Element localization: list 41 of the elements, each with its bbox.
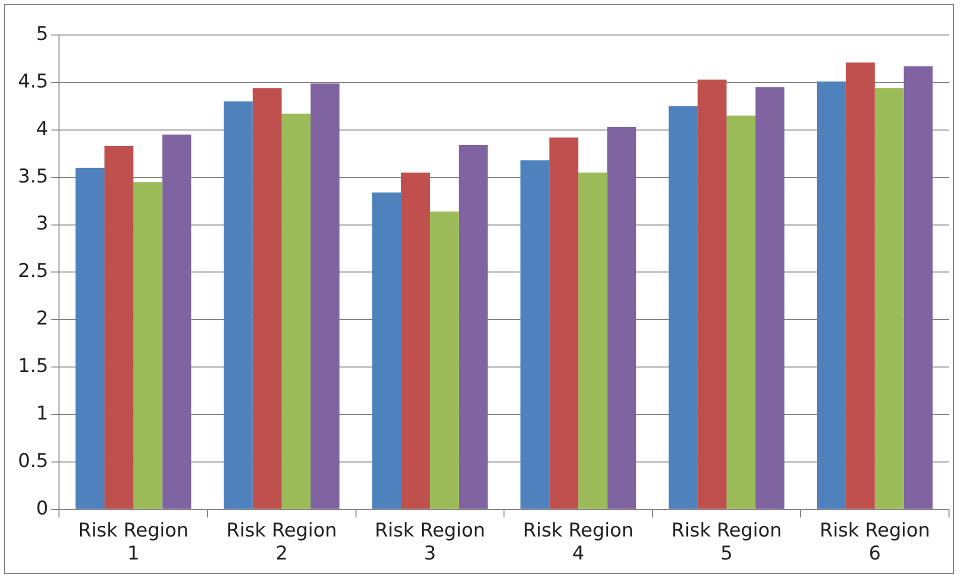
bar	[76, 168, 104, 509]
bar	[578, 172, 608, 509]
bar	[549, 137, 578, 509]
y-tick-label: 4.5	[18, 70, 48, 92]
bar	[607, 127, 636, 509]
bar	[252, 88, 282, 509]
bar	[520, 160, 550, 509]
y-tick-label: 4	[36, 118, 48, 140]
y-tick-label: 1.5	[18, 355, 48, 378]
bar	[904, 66, 933, 509]
y-tick-label: 0.5	[18, 450, 48, 472]
bar	[104, 146, 134, 509]
x-tick-label: Risk Region 6	[820, 520, 930, 565]
x-tick-label: Risk Region 2	[226, 520, 337, 565]
bar	[698, 80, 727, 509]
y-tick-label: 2.5	[18, 260, 48, 282]
bar	[282, 114, 311, 509]
bar	[310, 83, 340, 509]
bar	[755, 87, 784, 509]
y-tick-label: 0	[36, 497, 48, 520]
bar	[430, 211, 459, 509]
y-tick-label: 3.5	[18, 165, 48, 188]
y-tick-label: 5	[36, 22, 48, 45]
bar	[726, 116, 756, 509]
x-tick-label: Risk Region 5	[671, 520, 782, 565]
y-tick-label: 3	[36, 212, 48, 235]
bar	[817, 81, 846, 509]
x-tick-label: Risk Region 3	[374, 520, 486, 565]
y-tick-label: 1	[36, 402, 48, 424]
bar	[874, 88, 904, 509]
x-tick-label: Risk Region 4	[523, 520, 634, 565]
bar	[458, 145, 488, 509]
bar	[401, 172, 430, 509]
bar	[133, 182, 162, 509]
bar	[224, 101, 253, 509]
bar	[668, 106, 698, 509]
bar	[162, 134, 192, 509]
x-tick-label: Risk Region 1	[78, 520, 189, 565]
y-tick-label: 2	[36, 308, 48, 330]
bar	[372, 192, 402, 509]
bar	[846, 62, 875, 509]
